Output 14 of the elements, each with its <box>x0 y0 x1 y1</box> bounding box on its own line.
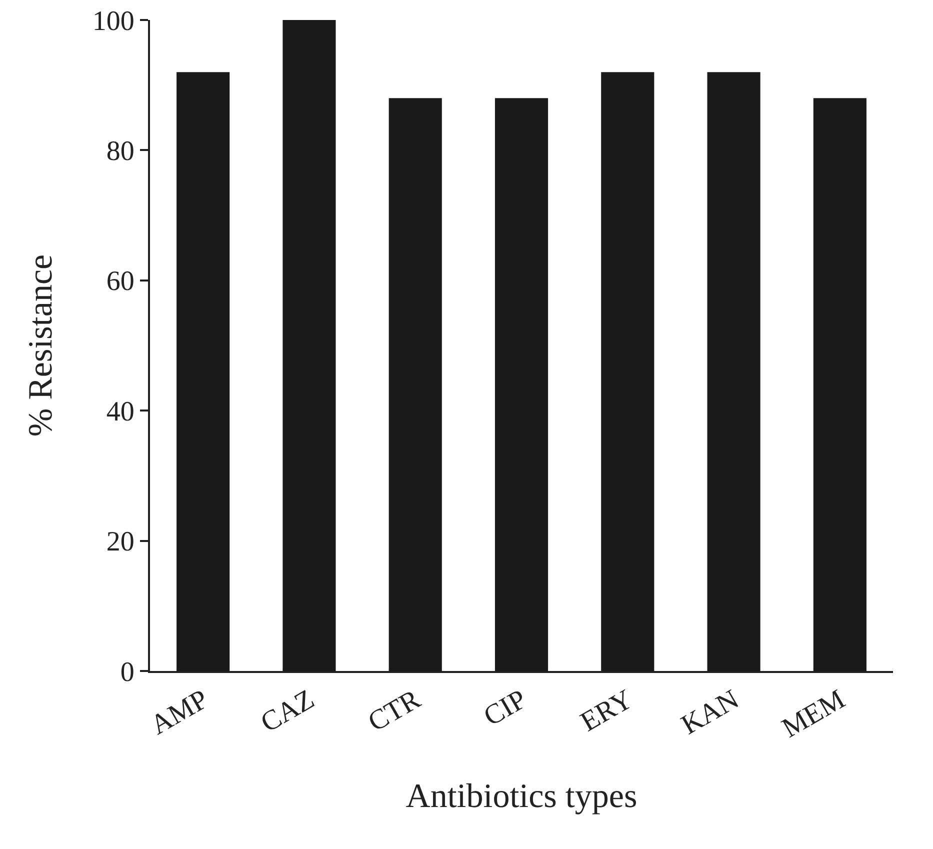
y-axis-title: % Resistance <box>22 254 60 437</box>
y-tick-label: 80 <box>106 136 134 167</box>
y-tick-label: 60 <box>106 266 134 298</box>
y-tick-label: 0 <box>120 656 134 688</box>
y-tick-label: 100 <box>92 6 134 37</box>
x-tick-label: AMP <box>146 684 214 742</box>
x-tick-label: CTR <box>363 684 426 738</box>
y-tick-label: 20 <box>106 526 134 558</box>
x-axis-title: Antibiotics types <box>406 778 638 816</box>
x-tick-label: KAN <box>676 684 744 742</box>
y-tick-label: 40 <box>106 396 134 428</box>
x-tick-label: CIP <box>478 684 532 733</box>
x-tick-label: ERY <box>575 684 638 738</box>
x-tick-label: CAZ <box>256 684 320 739</box>
